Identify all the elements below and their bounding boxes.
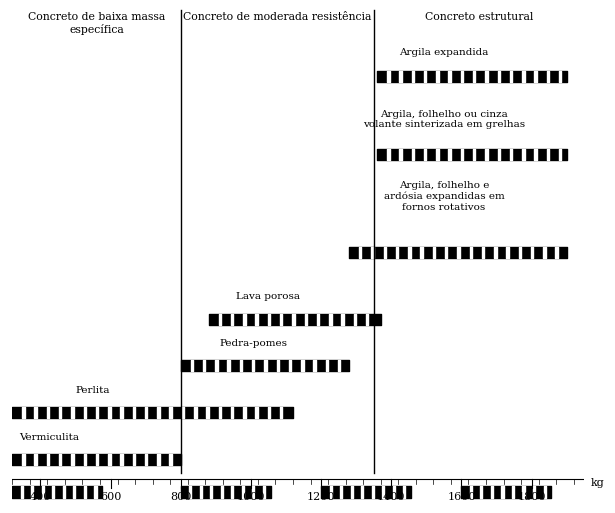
Text: Pedra-pomes: Pedra-pomes [220,340,287,348]
Text: 1000: 1000 [237,492,265,502]
Text: 1200: 1200 [307,492,335,502]
Text: Concreto de baixa massa
específica: Concreto de baixa massa específica [28,12,165,35]
Text: 1600: 1600 [447,492,475,502]
Text: 400: 400 [30,492,51,502]
Text: 800: 800 [170,492,191,502]
Text: Vermiculita: Vermiculita [19,433,79,442]
Text: Argila, folhelho ou cinza
volante sinterizada em grelhas: Argila, folhelho ou cinza volante sinter… [363,110,525,129]
Text: Perlita: Perlita [76,386,110,395]
Text: Concreto de moderada resistência: Concreto de moderada resistência [183,12,371,22]
Text: Concreto estrutural: Concreto estrutural [425,12,533,22]
Text: Lava porosa: Lava porosa [236,292,301,302]
Text: 600: 600 [100,492,121,502]
Text: kg: kg [590,478,605,488]
Text: Argila, folhelho e
ardósia expandidas em
fornos rotativos: Argila, folhelho e ardósia expandidas em… [384,181,504,211]
Text: Argila expandida: Argila expandida [399,48,488,57]
Text: 1400: 1400 [377,492,405,502]
Text: 1800: 1800 [517,492,546,502]
